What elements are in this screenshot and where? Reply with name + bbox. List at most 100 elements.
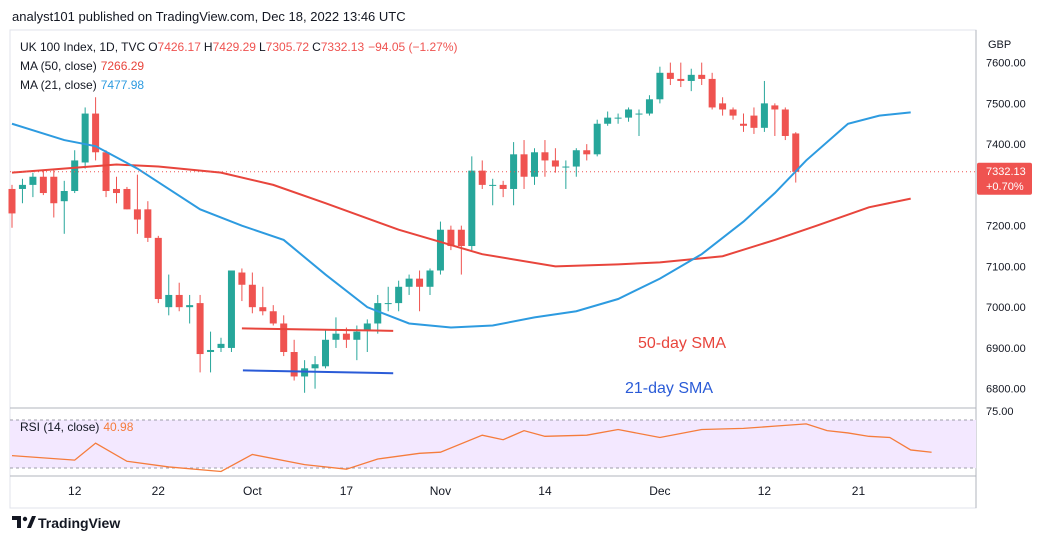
candle-body [311,364,319,369]
rsi-legend[interactable]: RSI (14, close) 40.98 [20,420,134,434]
candle-body [551,160,559,167]
rsi-level-tick: 75.00 [986,406,1014,418]
candle-body [760,103,768,128]
candle-body [280,323,288,353]
candle-body [81,113,89,163]
candle-body [259,307,267,312]
tradingview-logo[interactable]: TradingView [12,515,120,531]
candle-body [363,323,371,330]
candle-body [625,109,633,118]
time-tick-label: 14 [538,484,552,498]
candle-body [154,237,162,300]
candle-body [771,105,779,110]
rsi-legend-value: 40.98 [103,420,133,434]
candle-body [666,72,674,79]
time-tick-label: 17 [340,484,354,498]
close-label: C [312,40,321,54]
ma50-line [11,163,911,268]
candle-body [781,109,789,136]
price-tick-label: 7600.00 [986,58,1026,70]
candle-body [207,349,215,353]
candle-body [144,209,152,238]
candle-body [531,152,538,177]
candle-body [478,170,486,185]
candle-body [50,176,58,204]
candle-body [18,184,26,189]
candle-body [499,184,507,189]
candle-body [468,170,476,247]
candle-body [510,154,518,189]
candle-body [614,117,622,119]
last-price-value: 7332.13 [986,166,1026,178]
ma50-legend-label: MA (50, close) [20,59,97,73]
candle-body [656,72,664,100]
candle-body [541,152,549,161]
candle-body [489,184,497,186]
rsi-line [11,423,932,473]
candle-body [227,270,235,348]
candle-body [708,78,716,108]
candle-body [71,160,79,192]
time-tick-label: 22 [152,484,166,498]
candle-body [416,278,424,287]
sma50-annotation-label[interactable]: 50-day SMA [638,335,726,352]
last-price-change: +0.70% [986,181,1024,193]
candle-body [123,188,131,210]
time-tick-label: Oct [243,484,262,498]
candle-body [8,188,16,214]
candle-body [248,284,256,308]
candle-body [593,123,601,155]
logo-mark-dot [22,516,28,522]
candle-body [677,78,685,81]
rsi-legend-label: RSI (14, close) [20,420,99,434]
ma21-line [11,111,911,329]
symbol-title[interactable]: UK 100 Index, 1D, TVC O7426.17 H7429.29 L73… [20,40,458,54]
ma50-legend[interactable]: MA (50, close) 7266.29 [20,59,144,73]
candle-body [238,272,246,285]
price-tick-label: 7500.00 [986,98,1026,110]
time-tick-label: 21 [852,484,866,498]
open-label: O [148,40,157,54]
logo-mark-right [27,516,36,528]
high-label: H [204,40,213,54]
currency-label: GBP [988,39,1011,51]
sma21-annotation-line[interactable] [242,369,394,375]
rsi-band-bg [10,420,976,468]
candle-body [269,311,277,324]
time-tick-label: Dec [649,484,670,498]
candle-body [374,303,382,324]
price-tick-label: 7200.00 [986,221,1026,233]
ma50-legend-value: 7266.29 [101,59,145,73]
candle-body [562,166,570,168]
candle-body [113,188,120,194]
candle-body [332,333,340,340]
candle-body [792,133,800,172]
candle-body [719,103,727,110]
sma50-annotation-line[interactable] [241,327,394,332]
candle-body [60,191,68,202]
ma21-legend-label: MA (21, close) [20,78,97,92]
candle-body [29,176,37,185]
high-value: 7429.29 [213,40,257,54]
candle-body [217,343,225,348]
candle-body [583,150,591,155]
time-tick-label: 12 [758,484,772,498]
candle-body [457,229,465,247]
candle-body [520,154,528,177]
candle-body [133,209,141,220]
candle-body [186,305,194,308]
candle-body [322,339,329,367]
symbol-name: UK 100 Index, 1D, TVC [20,40,146,54]
candle-body [426,270,434,287]
publisher-line: analyst101 published on TradingView.com,… [12,9,406,24]
time-tick-label: Nov [430,484,451,498]
sma21-annotation-label[interactable]: 21-day SMA [625,380,713,397]
logo-mark-left [12,516,21,528]
candle-body [405,278,413,287]
ma21-legend-value: 7477.98 [101,78,145,92]
ma21-legend[interactable]: MA (21, close) 7477.98 [20,78,144,92]
open-value: 7426.17 [158,40,202,54]
candle-body [635,113,643,115]
candle-body [290,352,298,377]
